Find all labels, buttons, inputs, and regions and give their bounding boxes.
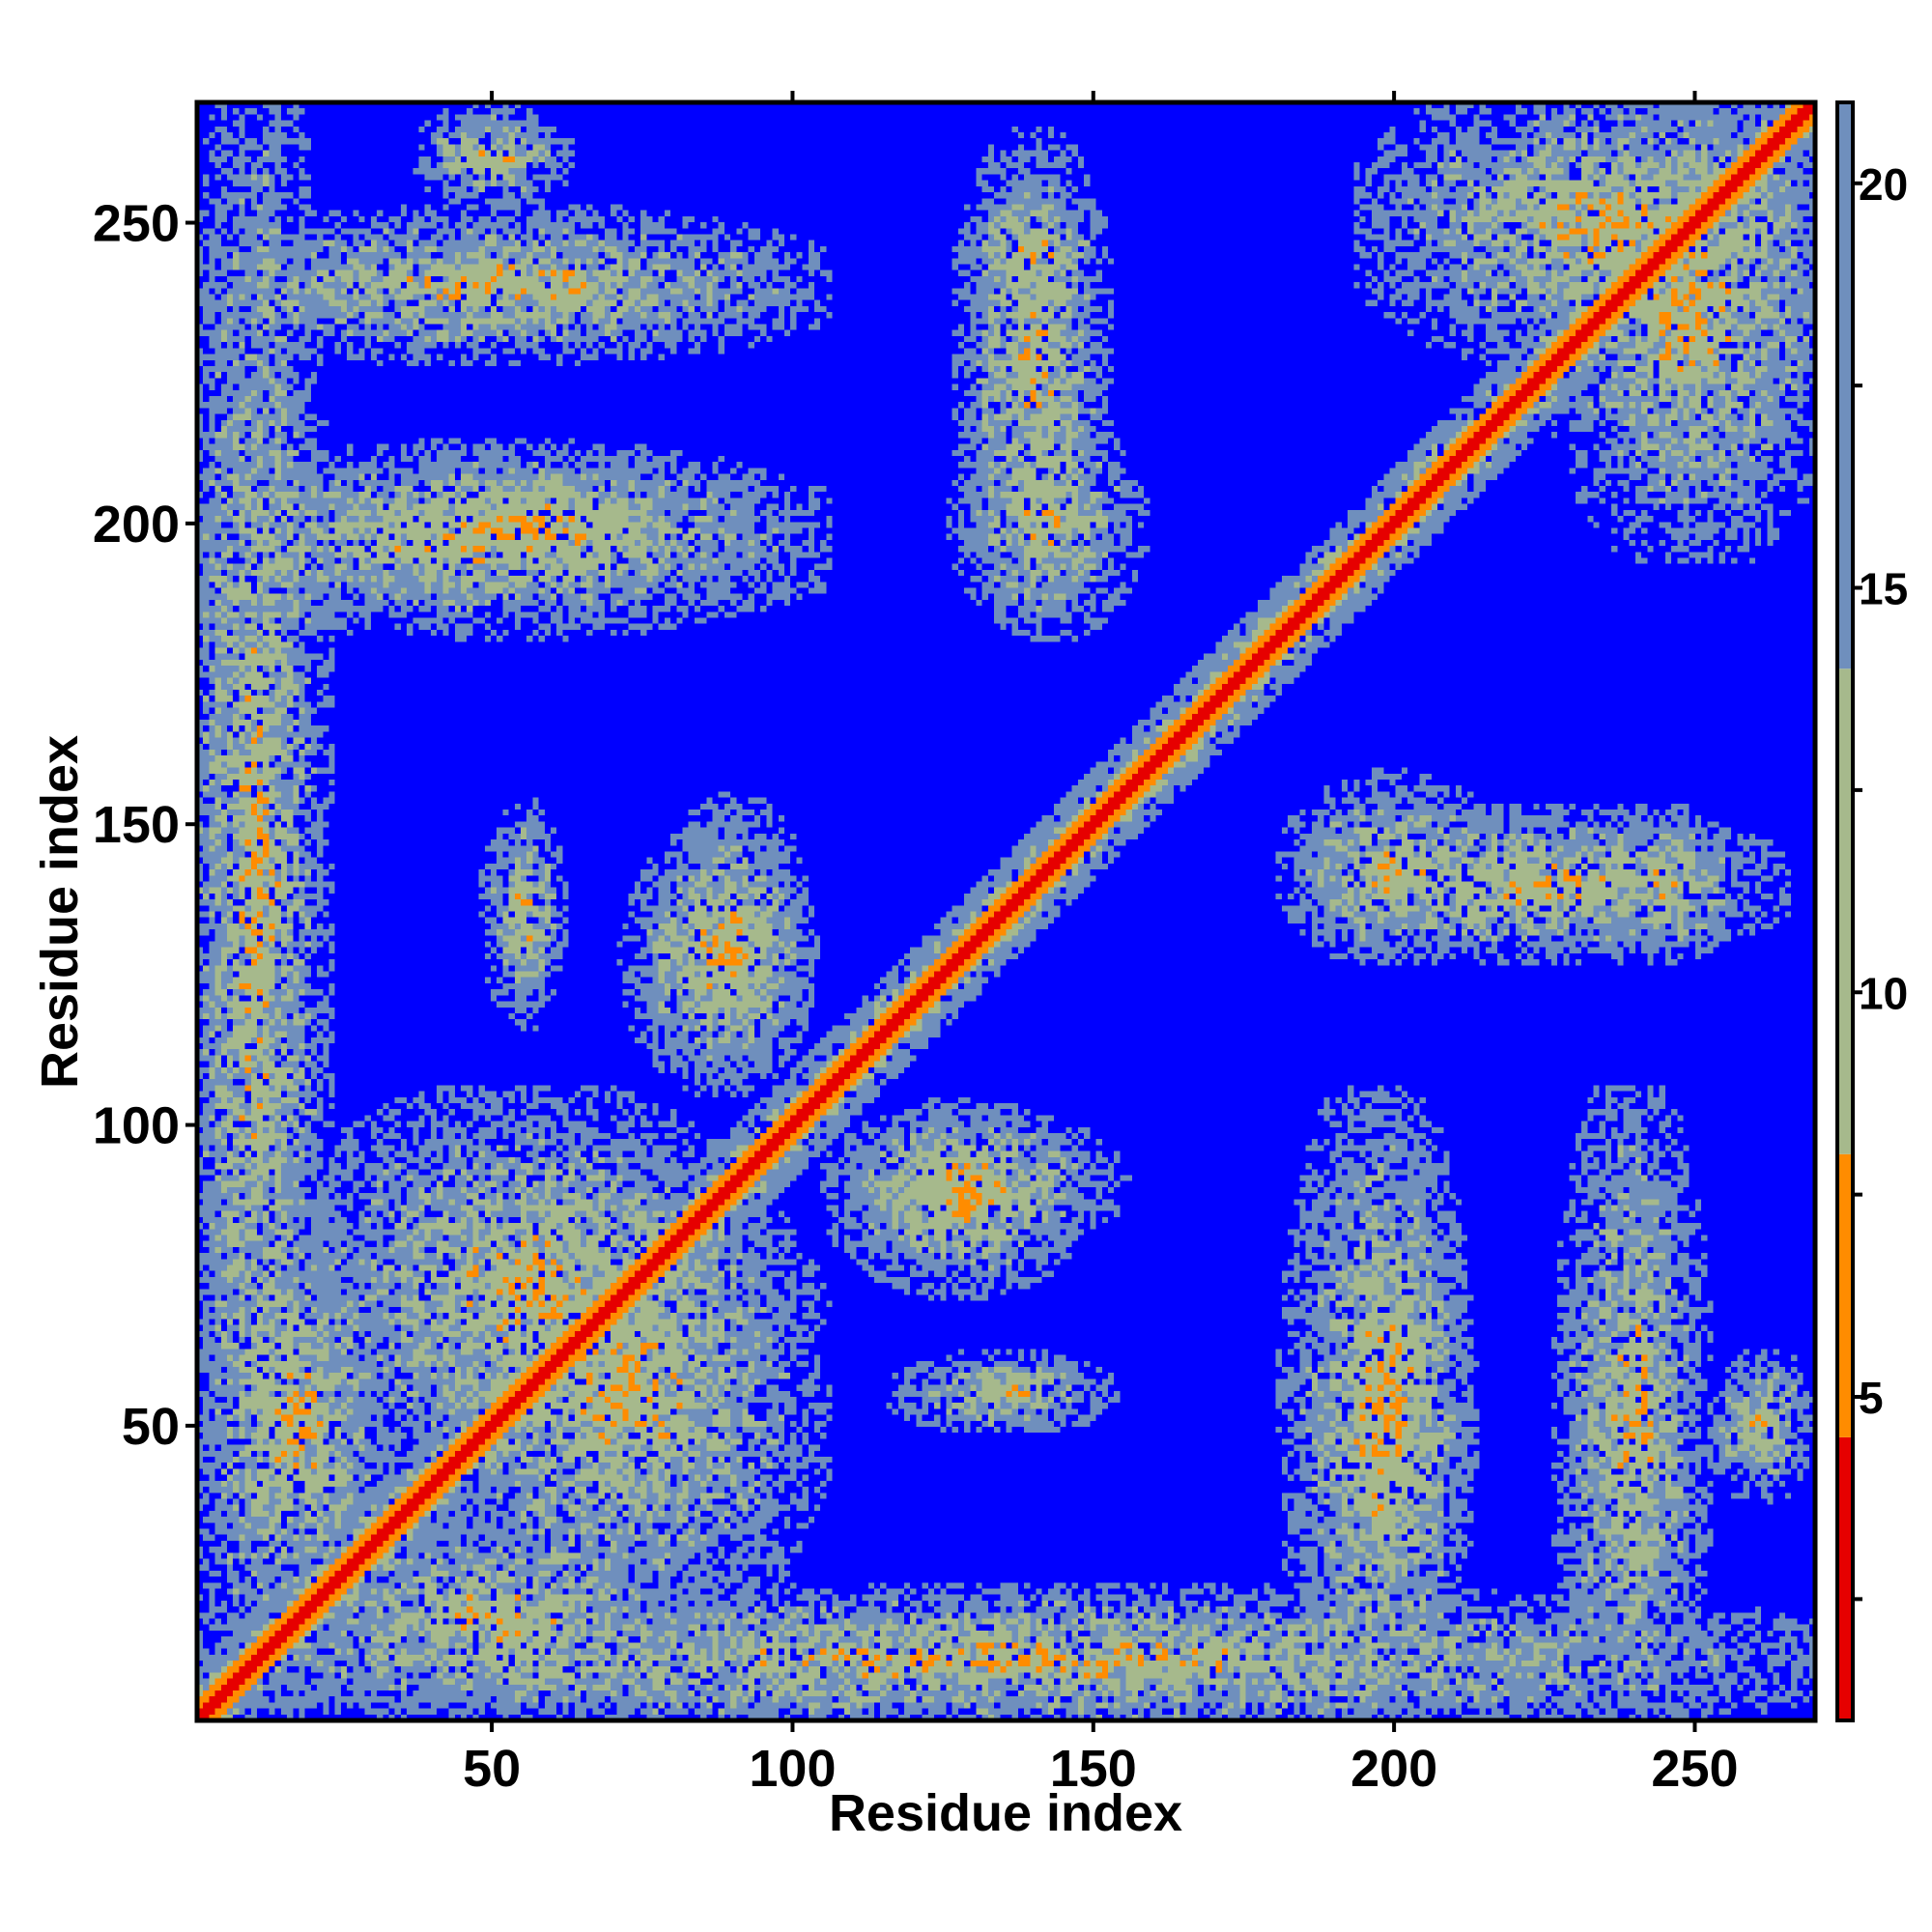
x-tick-label: 150: [1050, 1740, 1137, 1798]
heatmap-raster: [197, 102, 1815, 1720]
plot-frame: [194, 99, 1818, 1723]
colorbar-frame: [1835, 100, 1855, 1722]
x-tick-label: 200: [1350, 1740, 1437, 1798]
y-tick-label: 100: [93, 1097, 180, 1155]
x-tick-label: 250: [1651, 1740, 1738, 1798]
y-tick-label: 250: [93, 195, 180, 253]
colorbar-tick-label: 10: [1859, 968, 1908, 1018]
colorbar-segment: [1837, 1436, 1853, 1720]
x-axis-label: Residue index: [829, 1784, 1182, 1842]
heatmap-cells: [197, 102, 1815, 1720]
y-tick-label: 200: [93, 496, 180, 554]
colorbar-tick-label: 5: [1859, 1373, 1884, 1423]
colorbar-segment: [1837, 668, 1853, 1154]
y-axis-ticks: 50 100 150 200 250: [93, 195, 197, 1456]
y-axis-label: Residue index: [31, 735, 89, 1089]
x-axis-ticks: 50 100 150 200 250: [463, 91, 1739, 1798]
x-tick-label: 100: [749, 1740, 836, 1798]
y-tick-label: 50: [122, 1398, 180, 1456]
x-tick-label: 50: [463, 1740, 521, 1798]
colorbar-segment: [1837, 1153, 1853, 1437]
colorbar-tick-label: 15: [1859, 564, 1908, 614]
colorbar: 5 10 15 20: [1835, 100, 1908, 1722]
y-tick-label: 150: [93, 796, 180, 854]
colorbar-segment: [1837, 102, 1853, 669]
colorbar-tick-label: 20: [1859, 159, 1908, 210]
